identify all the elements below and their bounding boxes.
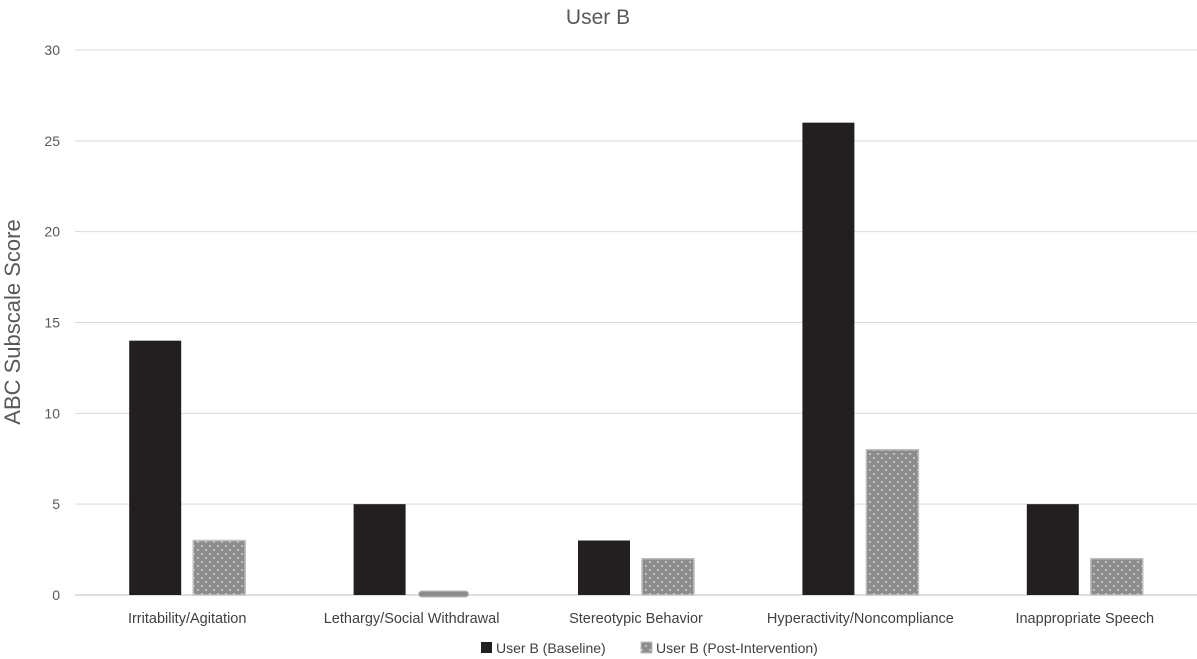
category-labels: Irritability/Agitation Lethargy/Social Wi… (128, 611, 1154, 627)
y-tick-label: 5 (52, 496, 60, 512)
bar (578, 540, 630, 595)
y-tick-label: 20 (44, 224, 60, 240)
y-axis-label: ABC Subscale Score (0, 219, 25, 424)
bar (1090, 557, 1144, 596)
x-tick-label: Irritability/Agitation (128, 611, 246, 627)
x-tick-label: Inappropriate Speech (1015, 611, 1154, 627)
chart-title: User B (566, 6, 630, 29)
bar (129, 340, 182, 595)
bar (418, 590, 470, 598)
bar (802, 122, 855, 596)
bar (192, 539, 246, 596)
bars (129, 122, 1144, 598)
x-tick-label: Lethargy/Social Withdrawal (324, 611, 500, 627)
legend-swatch (640, 641, 653, 654)
y-tick-label: 30 (44, 42, 60, 58)
y-tick-labels: 0 5 10 15 20 25 30 (44, 42, 60, 603)
bar (353, 504, 406, 595)
bar (865, 448, 920, 596)
legend-swatch (481, 642, 492, 653)
legend-label: User B (Baseline) (496, 640, 606, 656)
y-tick-label: 10 (44, 405, 60, 421)
gridlines (75, 49, 1197, 596)
y-tick-label: 25 (44, 133, 60, 149)
legend-label: User B (Post-Intervention) (656, 640, 818, 656)
y-tick-label: 0 (52, 587, 60, 603)
bar (641, 557, 695, 596)
legend: User B (Baseline) User B (Post-Interventi… (481, 640, 818, 656)
y-tick-label: 15 (44, 315, 60, 331)
x-tick-label: Stereotypic Behavior (569, 611, 703, 627)
x-tick-label: Hyperactivity/Noncompliance (767, 611, 954, 627)
bar (1026, 504, 1079, 595)
